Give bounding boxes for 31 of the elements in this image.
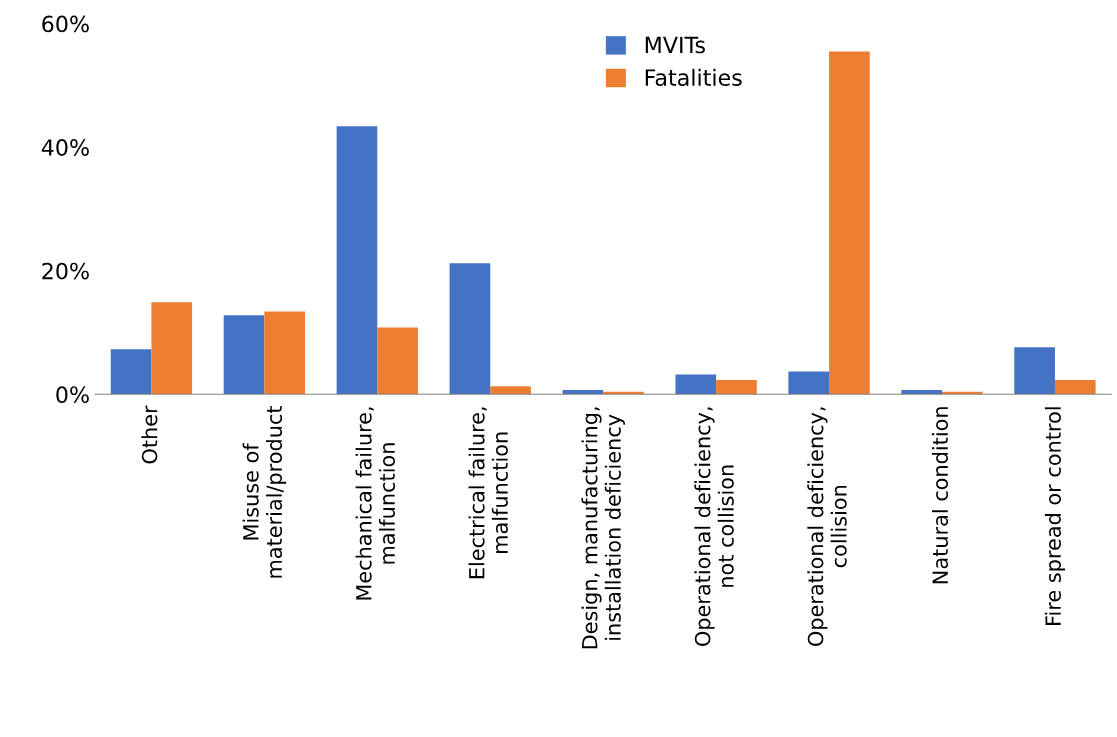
y-tick-label: 0% [56, 386, 89, 404]
bar [264, 311, 306, 395]
bar [562, 389, 604, 395]
bar [1014, 347, 1055, 395]
x-tick-label: Natural condition [931, 407, 949, 584]
bar [449, 263, 491, 395]
y-tick-label: 60% [42, 15, 89, 33]
bar [901, 389, 942, 395]
legend-label: Fatalities [645, 68, 742, 86]
x-tick-label: Misuse of material/product [242, 405, 287, 578]
y-tick-label: 40% [41, 139, 89, 156]
bar [788, 371, 830, 395]
x-tick-label: Operational deficiency, collision [807, 407, 847, 646]
x-tick-label: Design, manufacturing, installation deficiency [581, 407, 625, 649]
bar [829, 51, 870, 395]
x-tick-label: Fire spread or control [1044, 407, 1066, 625]
bar [1054, 380, 1096, 395]
bar [377, 327, 418, 395]
x-tick-label: Electrical failure, malfunction [468, 407, 508, 579]
bar [675, 374, 717, 395]
y-tick-label: 20% [42, 262, 89, 280]
legend-label: MVITs [645, 36, 705, 54]
bar [223, 315, 265, 395]
bar [336, 126, 378, 395]
x-tick-label: Operational deficiency, not collision [694, 407, 734, 646]
bar [151, 302, 193, 395]
x-tick-label: Other [141, 405, 158, 464]
x-tick-label: Mechanical failure, malfunction [355, 407, 396, 600]
bar [110, 349, 152, 395]
bar [716, 380, 757, 395]
bar [490, 386, 531, 395]
